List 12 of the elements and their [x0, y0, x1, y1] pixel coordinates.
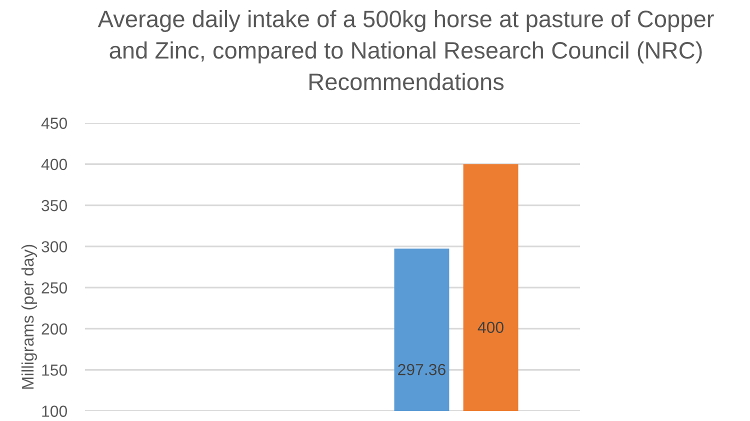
y-tick-label: 350 [42, 200, 68, 212]
y-tick-label: 400 [41, 158, 68, 170]
y-tick-label: 300 [42, 241, 68, 252]
y-tick-label: 150 [42, 364, 68, 376]
chart-title: Average daily intake of a 500kg horse at pasture of Copper and Zinc, compared to National Research Council (NRC) Recommendations [98, 10, 714, 90]
y-tick-label: 200 [42, 323, 68, 335]
y-tick-label: 250 [42, 282, 68, 294]
y-tick-label: 450 [41, 118, 68, 129]
y-axis-title: Milligrams (per day) [21, 244, 37, 389]
data-label: 400 [478, 322, 504, 333]
data-label: 297.36 [398, 364, 446, 376]
y-tick-label: 100 [42, 406, 68, 417]
